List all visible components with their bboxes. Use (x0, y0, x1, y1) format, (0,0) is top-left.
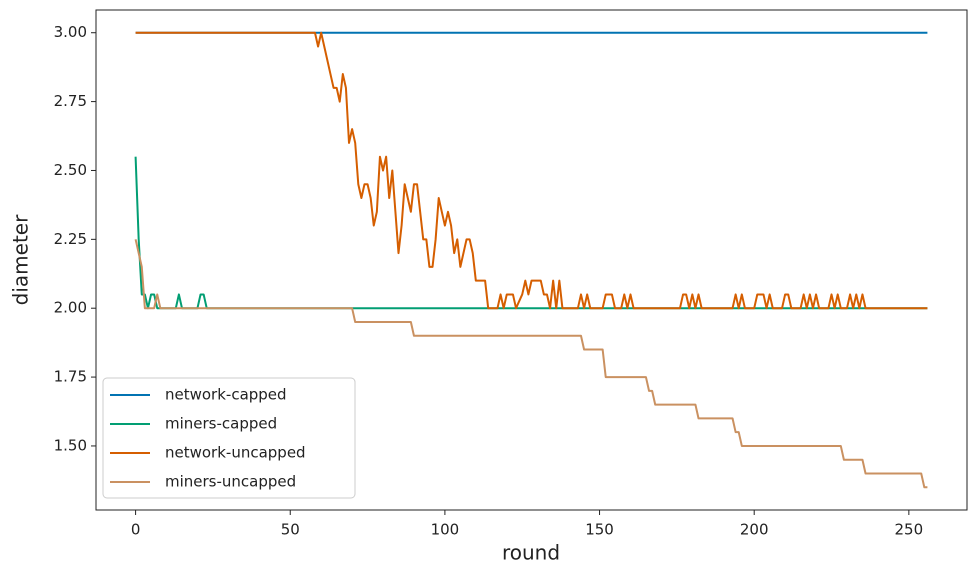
y-tick-label: 2.75 (54, 92, 87, 110)
y-tick-label: 2.25 (54, 230, 87, 248)
x-tick-label: 0 (131, 521, 141, 539)
y-tick-label: 2.50 (54, 161, 87, 179)
series-line (134, 239, 928, 489)
y-tick-label: 2.00 (54, 299, 87, 317)
y-tick-label: 1.75 (54, 368, 87, 386)
legend-box (102, 377, 356, 499)
plot-frame (95, 9, 968, 511)
y-axis-label: diameter (9, 214, 33, 305)
x-tick-label: 200 (740, 521, 769, 539)
x-tick-label: 50 (281, 521, 300, 539)
x-tick-label: 150 (585, 521, 614, 539)
y-tick-label: 3.00 (54, 23, 87, 41)
x-tick-label: 250 (895, 521, 924, 539)
legend-label: miners-uncapped (165, 473, 296, 491)
series-line (135, 31, 928, 310)
y-tick-label: 1.50 (54, 436, 87, 454)
legend-label: miners-capped (165, 415, 277, 433)
x-axis-label: round (502, 541, 560, 565)
series-line (134, 156, 928, 310)
legend-label: network-capped (165, 386, 287, 404)
legend-label: network-uncapped (165, 444, 306, 462)
x-tick-label: 100 (431, 521, 460, 539)
